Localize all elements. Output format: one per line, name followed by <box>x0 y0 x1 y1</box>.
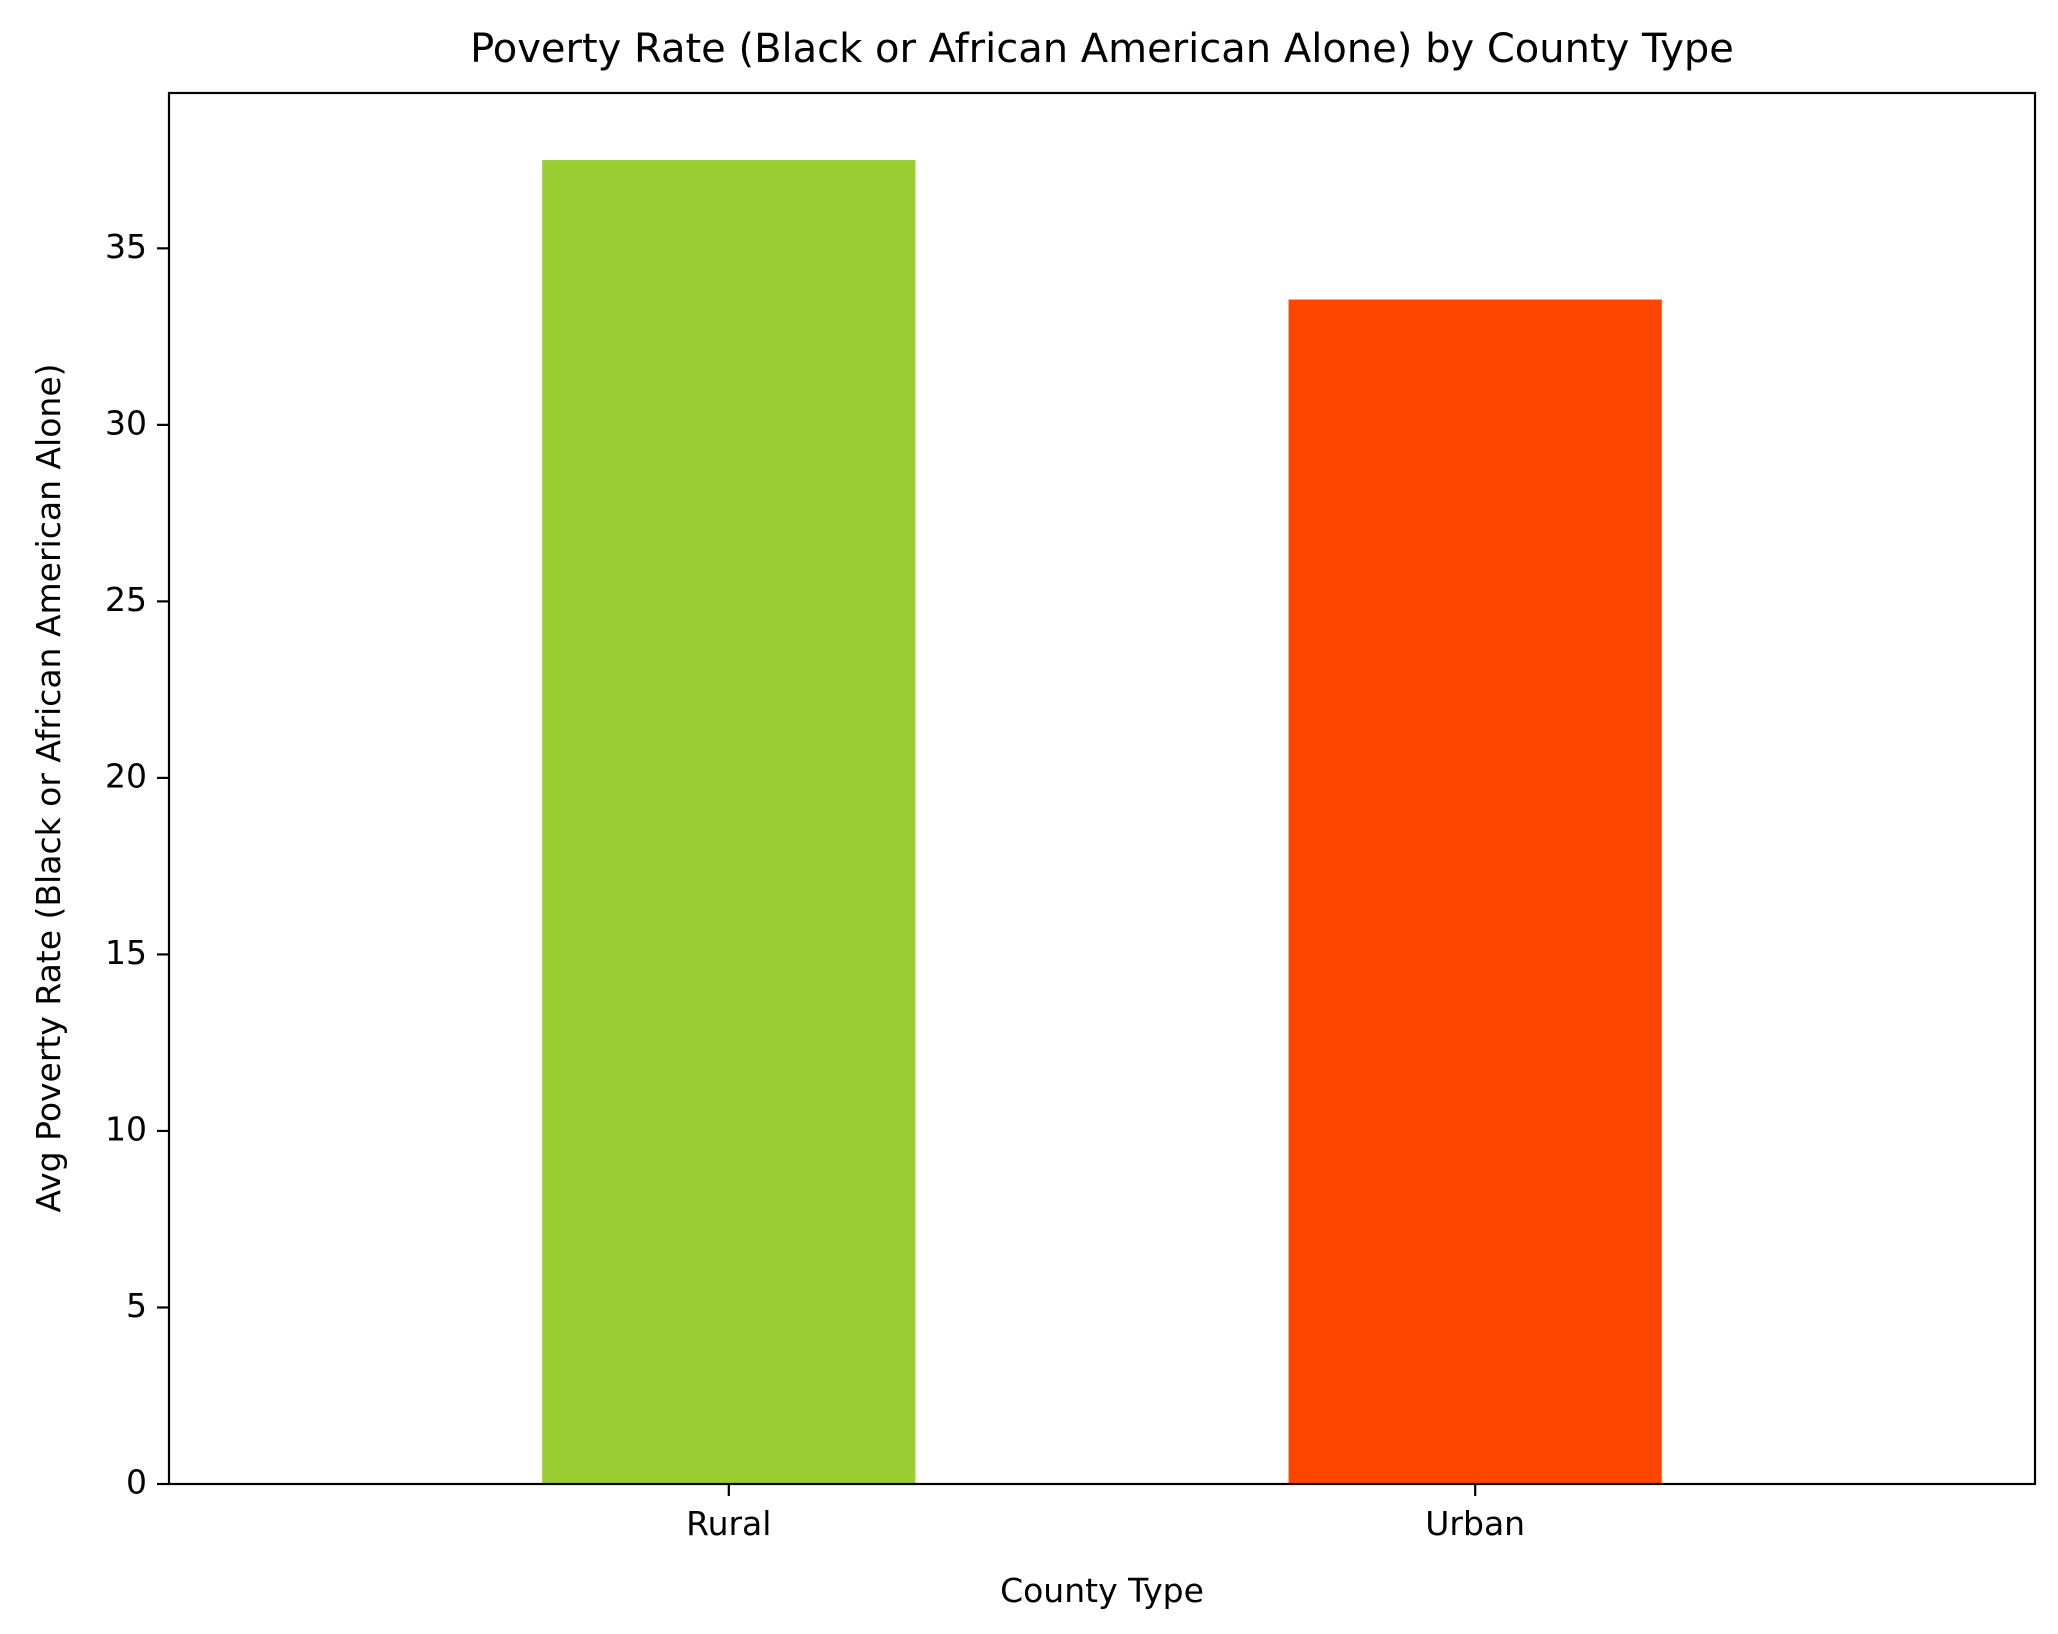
bar-rural <box>542 160 916 1485</box>
bars-group <box>542 160 1662 1485</box>
y-tick-label: 20 <box>105 756 147 795</box>
x-tick-label-urban: Urban <box>1425 1504 1525 1543</box>
y-axis-ticks: 0 5 10 15 20 25 30 35 <box>105 227 169 1502</box>
x-axis-ticks: Rural Urban <box>686 1484 1525 1543</box>
x-axis-label: County Type <box>1000 1571 1204 1610</box>
chart-title: Poverty Rate (Black or African American … <box>470 26 1734 72</box>
plot-area-frame <box>167 91 2037 1486</box>
y-axis-label: Avg Poverty Rate (Black or African Ameri… <box>29 363 68 1212</box>
x-tick-label-rural: Rural <box>686 1504 771 1543</box>
y-tick-label: 10 <box>105 1109 147 1148</box>
y-tick-label: 5 <box>126 1286 147 1325</box>
y-tick-label: 30 <box>105 403 147 442</box>
y-tick-label: 25 <box>105 580 147 619</box>
bar-urban <box>1288 299 1662 1484</box>
y-tick-label: 15 <box>105 933 147 972</box>
y-tick-label: 0 <box>126 1463 147 1502</box>
y-tick-label: 35 <box>105 227 147 266</box>
